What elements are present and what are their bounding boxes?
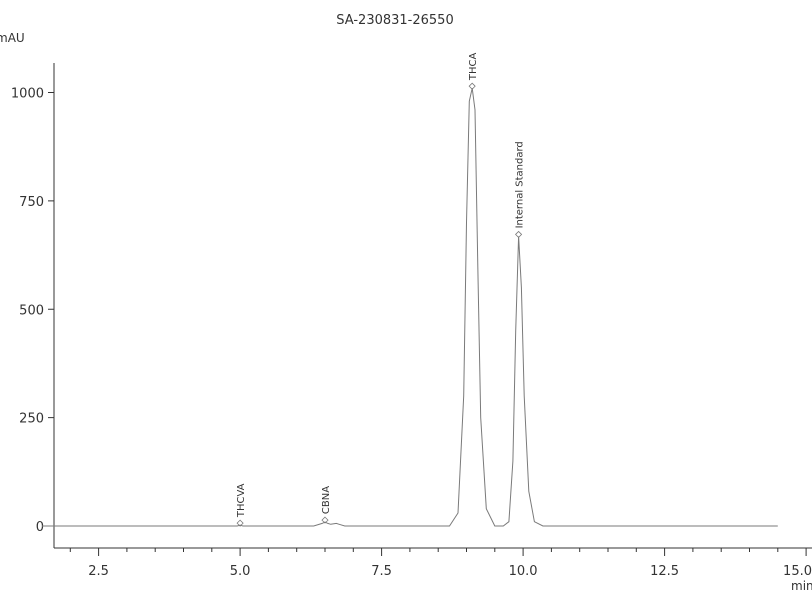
y-tick-label: 0	[36, 520, 44, 535]
peak-label: THCA	[468, 53, 479, 82]
peak-marker	[515, 230, 523, 238]
y-axis-ticks: 0 250 500 750 1000	[11, 87, 54, 535]
x-tick-label: 10.0	[509, 564, 538, 579]
x-tick-label: 7.5	[371, 564, 392, 579]
chromatogram-trace	[42, 88, 778, 527]
peak-marker	[321, 516, 329, 524]
x-tick-label: 2.5	[88, 564, 109, 579]
peak-label: Internal Standard	[515, 141, 526, 228]
peak-markers: THCVA CBNA THCA Internal Standard	[236, 53, 526, 527]
y-axis-unit-label: mAU	[0, 31, 25, 45]
peak-label: CBNA	[321, 486, 332, 514]
y-tick-label: 500	[19, 303, 44, 318]
peak-label: THCVA	[236, 483, 247, 518]
y-tick-label: 250	[19, 412, 44, 427]
y-tick-label: 750	[19, 195, 44, 210]
y-tick-label: 1000	[11, 87, 44, 102]
chart-title: SA-230831-26550	[336, 13, 453, 28]
x-tick-label: 12.5	[650, 564, 679, 579]
x-tick-label: 5.0	[230, 564, 251, 579]
peak-marker	[468, 82, 476, 90]
x-axis-unit-label: min	[791, 579, 812, 593]
x-axis-ticks: 2.5 5.0 7.5 10.0 12.5 15.0	[69, 548, 812, 579]
x-tick-label: 15.0	[783, 564, 812, 579]
peak-marker	[236, 519, 244, 527]
